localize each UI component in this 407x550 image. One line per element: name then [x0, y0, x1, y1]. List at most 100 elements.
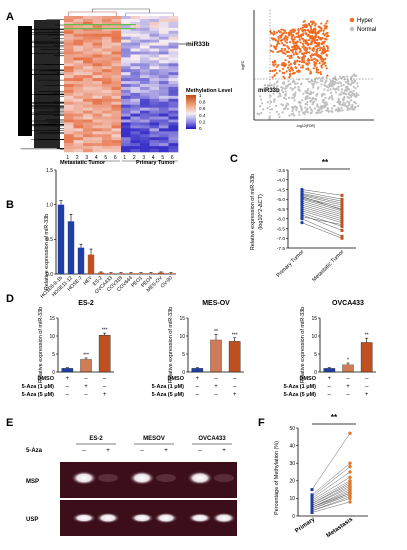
- scatter-point-normal: [346, 88, 349, 91]
- heatmap-cell: [159, 75, 169, 79]
- scatter-point-hyper: [304, 31, 307, 35]
- heatmap-cell: [111, 116, 122, 120]
- scatter-point-hyper: [326, 46, 329, 49]
- heatmap-cell: [130, 86, 141, 91]
- scatter-point-hyper: [280, 28, 283, 31]
- scatter-point-normal: [263, 84, 267, 87]
- heatmap-column-numbers: 1 12 23 34 45 56 6: [64, 155, 178, 162]
- heatmap-cell: [64, 75, 74, 79]
- heatmap-cell: [83, 125, 93, 129]
- heatmap-cell: [102, 131, 112, 135]
- heatmap-cell: [111, 122, 122, 126]
- scatter-point-normal: [304, 106, 307, 109]
- scatter-point-hyper: [273, 30, 276, 33]
- heatmap-cell: [149, 95, 160, 100]
- gel-band-usp: [72, 513, 96, 523]
- scatter-point-hyper: [318, 62, 321, 65]
- panel-f-pair-line: [311, 466, 351, 497]
- scatter-point-normal: [277, 95, 280, 98]
- heatmap-cell: [73, 78, 84, 82]
- scatter-point-hyper: [295, 35, 299, 38]
- heatmap-cell: [64, 57, 74, 61]
- heatmap-cell: [168, 113, 179, 117]
- scatter-point-hyper: [290, 56, 293, 59]
- dendrogram-mass: [34, 20, 60, 148]
- heatmap-cell: [102, 81, 112, 85]
- panel-d-ylabel: Relative expression of miR-33b: [38, 307, 44, 383]
- heatmap-cell: [149, 16, 160, 20]
- panel-f-metastasis-point: [348, 479, 352, 483]
- scatter-point-hyper: [282, 75, 285, 78]
- heatmap-cell: [130, 81, 141, 85]
- scatter-point-hyper: [273, 73, 276, 77]
- heatmap-cell: [92, 107, 103, 111]
- heatmap-cell: [140, 75, 150, 79]
- heatmap-panel: miR33b Methylation Level 10.80.60.40.20 …: [18, 8, 233, 166]
- heatmap-cell: [140, 98, 150, 103]
- scatter-point-hyper: [274, 63, 277, 66]
- panel-f-pair-line: [311, 471, 351, 499]
- heatmap-cell: [168, 84, 179, 88]
- heatmap-cell: [130, 119, 141, 123]
- gel-bands: [71, 471, 236, 524]
- scatter-point-normal: [342, 97, 345, 101]
- scatter-point-normal: [330, 81, 333, 84]
- heatmap-cell: [168, 57, 179, 61]
- scatter-point-hyper: [290, 37, 293, 40]
- heatmap-cell: [83, 48, 93, 52]
- scatter-point-normal: [302, 111, 305, 114]
- panel-d-treat-label: 5-Aza (1 μM): [22, 384, 55, 390]
- heatmap-cell: [168, 16, 179, 20]
- heatmap-cell: [64, 98, 74, 103]
- heatmap-cell: [111, 27, 122, 32]
- scatter-point-hyper: [295, 48, 298, 51]
- scatter-point-normal: [313, 80, 317, 83]
- panel-c-pair-line: [301, 191, 343, 200]
- scatter-point-hyper: [283, 47, 287, 51]
- scatter-point-hyper: [318, 26, 322, 29]
- scatter-point-hyper: [315, 53, 318, 57]
- heatmap-cell: [111, 110, 122, 114]
- heatmap-cell: [111, 24, 122, 29]
- panel-b-category-label: OV-90: [160, 275, 174, 289]
- panel-d-significance: *: [347, 358, 349, 364]
- heatmap-cell: [111, 57, 122, 61]
- scatter-point-normal: [280, 103, 283, 106]
- heatmap-cell: [111, 36, 122, 40]
- heatmap-cell: [130, 89, 141, 94]
- heatmap-cell: [140, 146, 150, 150]
- scatter-point-hyper: [298, 50, 301, 54]
- heatmap-cell: [149, 72, 160, 76]
- scatter-point-normal: [341, 104, 344, 107]
- scatter-point-normal: [337, 88, 340, 92]
- panel-d-treat-mark: +: [365, 392, 369, 398]
- scatter-point-hyper: [283, 65, 286, 68]
- heatmap-cell: [168, 63, 179, 67]
- scatter-point-normal: [339, 109, 342, 112]
- scatter-point-hyper: [272, 38, 275, 41]
- scatter-point-hyper: [313, 27, 317, 30]
- scatter-point-normal: [285, 104, 288, 107]
- heatmap-cell: [83, 81, 93, 85]
- heatmap-cell: [83, 36, 93, 40]
- scatter-point-normal: [340, 91, 343, 94]
- heatmap-cell: [140, 39, 150, 43]
- panel-c-pair-line: [301, 200, 343, 214]
- heatmap-cell: [92, 48, 103, 52]
- heatmap-cell: [111, 30, 122, 35]
- heatmap-cell: [92, 24, 103, 29]
- heatmap-cell: [149, 143, 160, 147]
- heatmap-cell: [92, 72, 103, 76]
- scatter-point-normal: [324, 104, 328, 107]
- panel-b-ytick-label: 0.5: [46, 237, 53, 243]
- heatmap-cell: [168, 122, 179, 126]
- heatmap-cell: [121, 92, 131, 97]
- scatter-point-hyper: [319, 70, 322, 74]
- scatter-point-normal: [337, 85, 340, 89]
- scatter-point-normal: [338, 93, 341, 96]
- heatmap-cell: [121, 27, 131, 32]
- panel-f-pair-line: [311, 498, 351, 511]
- heatmap-cell: [121, 146, 131, 150]
- heatmap-cell: [149, 57, 160, 61]
- heatmap-cell: [102, 101, 112, 105]
